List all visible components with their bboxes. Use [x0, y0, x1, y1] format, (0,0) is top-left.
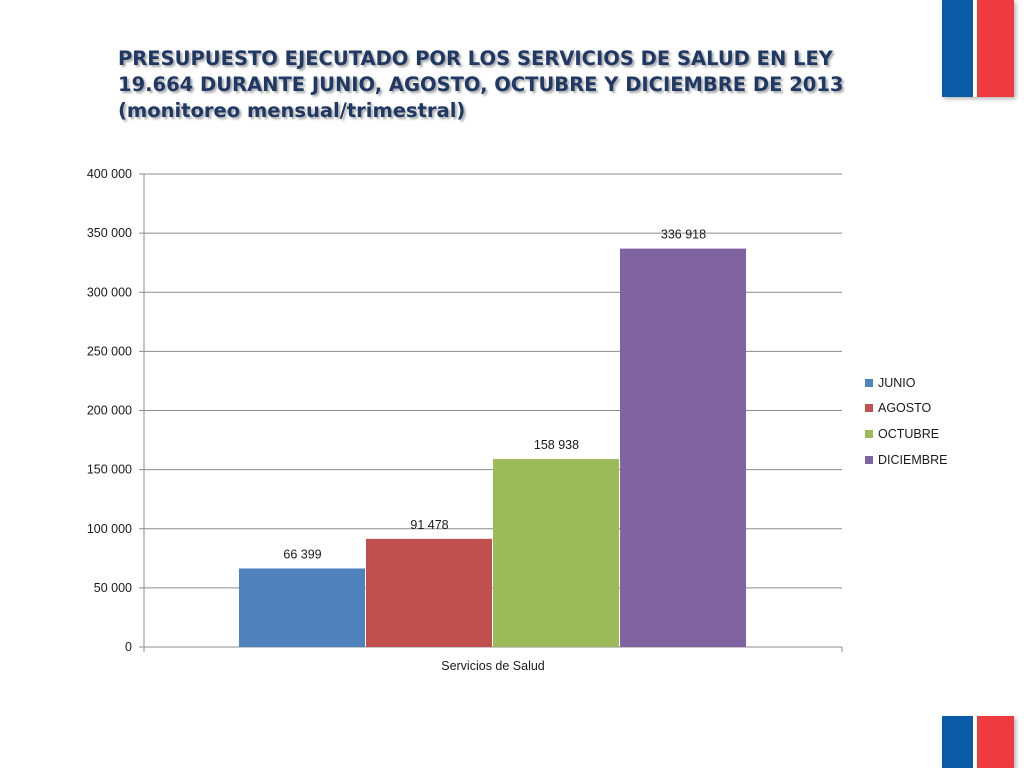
legend-swatch	[865, 378, 873, 387]
slide-title: PRESUPUESTO EJECUTADO POR LOS SERVICIOS …	[118, 47, 844, 122]
chart-legend: JUNIO AGOSTO OCTUBRE DICIEMBRE	[865, 370, 947, 472]
bar-junio	[239, 568, 365, 647]
flag-blue-stripe	[942, 0, 973, 97]
y-tick-label: 100 000	[87, 522, 132, 536]
legend-item-octubre: OCTUBRE	[865, 421, 947, 447]
legend-label: DICIEMBRE	[878, 452, 948, 467]
y-tick-label: 0	[125, 640, 132, 654]
data-label: 91 478	[410, 518, 448, 532]
flag-red-stripe	[977, 716, 1014, 768]
legend-label: JUNIO	[878, 375, 916, 390]
y-tick-label: 200 000	[87, 404, 132, 418]
flag-logo-bottom	[942, 716, 1014, 768]
x-category-label: Servicios de Salud	[441, 659, 545, 673]
y-tick-label: 150 000	[87, 463, 132, 477]
data-label: 158 938	[534, 438, 579, 452]
legend-item-diciembre: DICIEMBRE	[865, 447, 947, 473]
data-label: 336 918	[661, 228, 706, 242]
legend-item-agosto: AGOSTO	[865, 396, 947, 422]
legend-label: OCTUBRE	[878, 426, 940, 441]
flag-blue-stripe	[942, 716, 973, 768]
legend-swatch	[865, 455, 873, 464]
bar-diciembre	[620, 248, 746, 647]
legend-swatch	[865, 404, 873, 413]
y-tick-label: 250 000	[87, 344, 132, 358]
flag-logo-top	[942, 0, 1014, 97]
data-label: 66 399	[283, 547, 321, 561]
flag-red-stripe	[977, 0, 1014, 97]
y-tick-label: 400 000	[87, 167, 132, 181]
legend-swatch	[865, 429, 873, 438]
legend-item-junio: JUNIO	[865, 370, 947, 396]
bar-agosto	[366, 538, 492, 647]
y-tick-label: 300 000	[87, 285, 132, 299]
y-tick-label: 50 000	[94, 581, 132, 595]
y-tick-label: 350 000	[87, 226, 132, 240]
legend-label: AGOSTO	[878, 401, 932, 416]
bar-octubre	[493, 459, 619, 647]
